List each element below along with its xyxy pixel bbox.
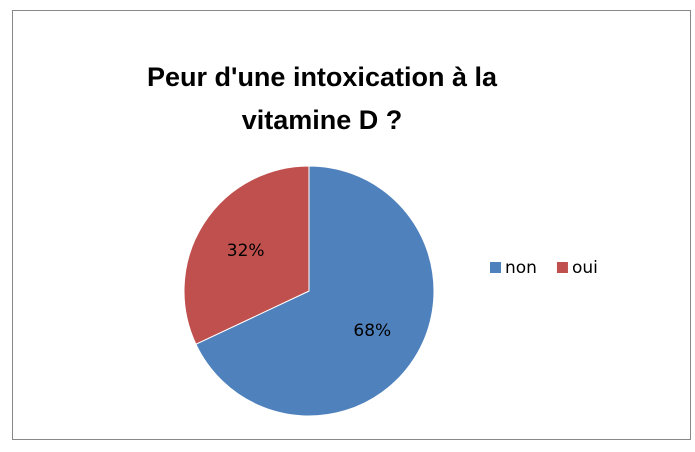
pie-slice bbox=[183, 165, 310, 345]
slice-label: 68% bbox=[353, 321, 391, 341]
legend-swatch bbox=[490, 262, 501, 273]
legend-label: oui bbox=[572, 258, 598, 278]
legend-label: non bbox=[505, 258, 537, 278]
pie-slice bbox=[195, 165, 435, 417]
chart-title: Peur d'une intoxication à la vitamine D … bbox=[147, 62, 497, 135]
slice-label: 32% bbox=[227, 241, 265, 261]
legend-swatch bbox=[556, 262, 568, 273]
